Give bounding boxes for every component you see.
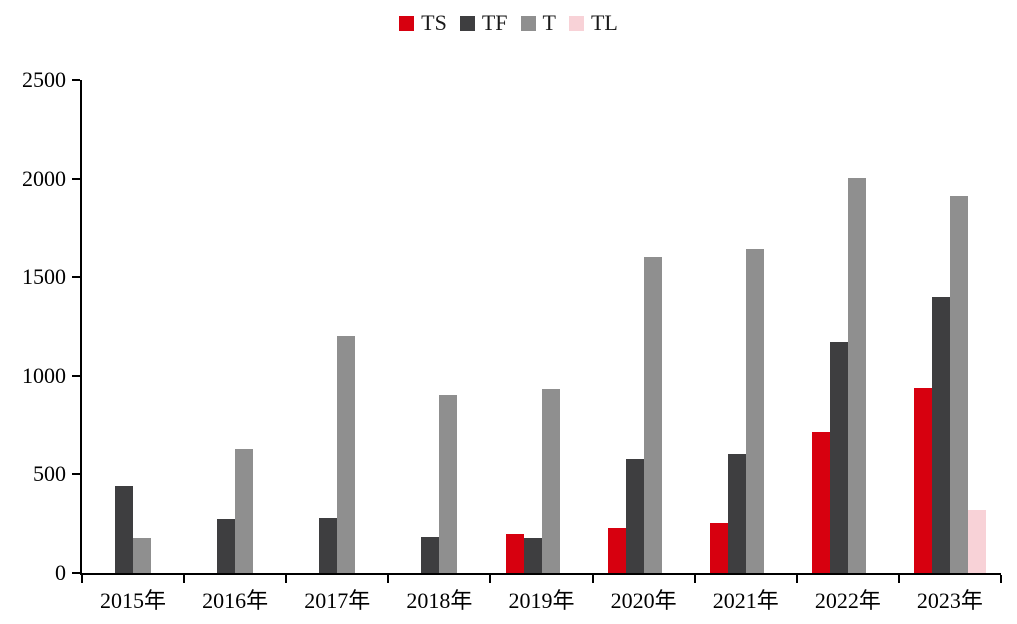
bar-T-2015年 [133, 538, 152, 573]
x-tick [897, 575, 900, 583]
bar-T-2022年 [847, 177, 866, 573]
legend-item-TS: TS [399, 12, 447, 34]
bar-TF-2022年 [829, 342, 848, 573]
y-tick-label: 500 [33, 461, 66, 487]
bar-T-2016年 [235, 448, 254, 573]
bar-TS-2023年 [913, 387, 932, 573]
y-tick-label: 1000 [22, 362, 66, 388]
legend-swatch-T [520, 15, 536, 31]
legend-label-TS: TS [421, 10, 447, 35]
x-axis-label-2023年: 2023年 [916, 588, 983, 613]
x-tick [81, 575, 83, 583]
y-tick-label: 1500 [22, 264, 66, 290]
x-tick [591, 575, 594, 583]
x-axis-label-2018年: 2018年 [406, 588, 473, 613]
x-axis-label-2016年: 2016年 [202, 588, 269, 613]
legend-item-TL: TL [568, 10, 618, 35]
legend-label-TF: TF [481, 10, 508, 35]
x-axis-label-2015年: 2015年 [100, 588, 167, 613]
chart-legend: TS TF T TL [0, 12, 1017, 34]
x-axis-label-2020年: 2020年 [610, 588, 677, 613]
y-tick-label: 2500 [22, 67, 66, 92]
bar-TF-2018年 [421, 536, 440, 573]
x-axis-label-2019年: 2019年 [508, 588, 575, 613]
bar-TS-2020年 [607, 527, 626, 573]
bar-TF-2016年 [217, 518, 236, 573]
legend-swatch-TS [399, 15, 415, 31]
legend-swatch-TF [459, 15, 475, 31]
x-axis-label-2017年: 2017年 [304, 588, 371, 613]
bar-TF-2015年 [115, 486, 134, 573]
y-tick [72, 473, 80, 476]
bar-TS-2022年 [811, 432, 830, 573]
x-tick [183, 575, 186, 583]
bar-TS-2021年 [709, 522, 728, 573]
bar-T-2019年 [541, 388, 560, 573]
legend-item-TF: TF [459, 10, 508, 35]
bar-TF-2020年 [625, 458, 644, 573]
x-tick [285, 575, 288, 583]
bar-TF-2017年 [319, 517, 338, 573]
y-tick [72, 276, 80, 279]
y-tick-label: 2000 [22, 165, 66, 191]
x-tick [387, 575, 390, 583]
y-tick [72, 572, 80, 574]
y-tick [72, 79, 80, 81]
bar-TL-2023年 [967, 509, 986, 573]
bar-T-2023年 [949, 196, 968, 573]
x-tick [693, 575, 696, 583]
bar-T-2020年 [643, 257, 662, 573]
x-axis-label-2021年: 2021年 [712, 588, 779, 613]
y-tick [72, 374, 80, 377]
x-tick [795, 575, 798, 583]
legend-item-T: T [520, 10, 556, 35]
x-axis-label-2022年: 2022年 [814, 588, 881, 613]
legend-swatch-TL [568, 15, 584, 31]
y-tick [72, 177, 80, 180]
bar-TF-2023年 [931, 296, 950, 573]
bar-T-2018年 [439, 394, 458, 573]
x-axis [80, 573, 1001, 575]
y-tick-label: 0 [55, 560, 66, 585]
bar-TF-2019年 [523, 537, 542, 573]
x-tick [489, 575, 492, 583]
y-axis [80, 80, 82, 575]
bar-T-2021年 [745, 248, 764, 573]
legend-label-T: T [542, 10, 556, 35]
bar-T-2017年 [337, 336, 356, 573]
bar-TS-2019年 [505, 533, 524, 573]
bar-TF-2021年 [727, 453, 746, 573]
legend-label-TL: TL [590, 10, 618, 35]
x-tick [1000, 575, 1002, 583]
